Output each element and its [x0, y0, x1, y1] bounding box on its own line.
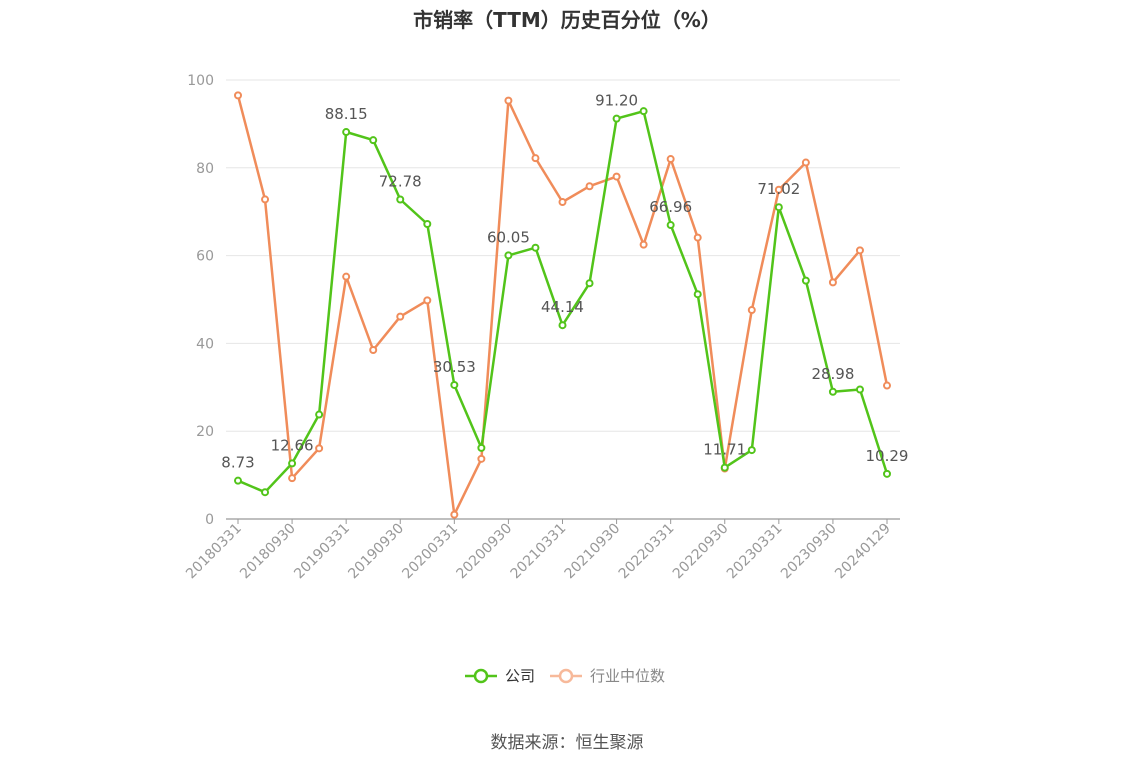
series-group — [234, 91, 891, 519]
data-point[interactable] — [288, 459, 297, 468]
y-tick-label: 100 — [187, 73, 214, 89]
data-point[interactable] — [342, 272, 351, 281]
y-tick-label: 80 — [196, 161, 214, 177]
data-point[interactable] — [855, 385, 864, 394]
data-point[interactable] — [585, 182, 594, 191]
data-point[interactable] — [612, 172, 621, 181]
data-point[interactable] — [504, 251, 513, 260]
data-point[interactable] — [612, 114, 621, 123]
series-industry-median — [234, 91, 891, 519]
data-point[interactable] — [369, 136, 378, 145]
data-point[interactable] — [288, 474, 297, 483]
y-axis-ticks: 0 20 40 60 80 100 — [187, 73, 214, 528]
data-point[interactable] — [396, 195, 405, 204]
data-labels: 8.73 12.66 88.15 72.78 30.53 60.05 44.14 91.20 6… — [221, 92, 908, 472]
data-point[interactable] — [693, 290, 702, 299]
data-label: 71.02 — [757, 180, 800, 198]
data-point[interactable] — [828, 387, 837, 396]
data-point[interactable] — [828, 278, 837, 287]
x-tick-label: 20210930 — [562, 521, 624, 583]
x-tick-label: 20240129 — [832, 521, 894, 583]
x-tick-label: 20210331 — [508, 521, 570, 583]
data-point[interactable] — [883, 469, 891, 478]
data-point[interactable] — [477, 454, 486, 463]
legend-marker — [558, 668, 574, 684]
data-point[interactable] — [504, 96, 513, 105]
legend-item-company[interactable]: 公司 — [465, 667, 535, 685]
series-company — [234, 107, 891, 497]
data-point[interactable] — [639, 240, 648, 249]
data-point[interactable] — [531, 243, 540, 252]
data-label: 44.14 — [541, 298, 584, 316]
data-point[interactable] — [720, 463, 729, 472]
y-tick-label: 0 — [205, 512, 214, 528]
data-point[interactable] — [558, 198, 567, 207]
data-label: 11.71 — [703, 441, 746, 459]
x-axis: 2018033120180930201903312019093020200331… — [183, 518, 900, 583]
data-point[interactable] — [558, 321, 567, 330]
data-point[interactable] — [234, 91, 242, 100]
x-tick-label: 20220331 — [616, 521, 678, 583]
data-label: 12.66 — [271, 436, 314, 454]
x-tick-label: 20230331 — [724, 521, 786, 583]
data-point[interactable] — [477, 443, 486, 452]
y-tick-label: 40 — [196, 336, 214, 352]
legend[interactable]: 公司 行业中位数 — [465, 667, 665, 685]
data-point[interactable] — [450, 510, 459, 519]
chart-title: 市销率（TTM）历史百分位（%） — [413, 8, 721, 32]
x-tick-label: 20200930 — [454, 521, 516, 583]
data-label: 30.53 — [433, 358, 476, 376]
data-point[interactable] — [531, 154, 540, 163]
y-tick-label: 20 — [196, 424, 214, 440]
data-label: 28.98 — [811, 365, 854, 383]
data-label: 88.15 — [325, 105, 368, 123]
data-point[interactable] — [747, 446, 756, 455]
data-label: 60.05 — [487, 228, 530, 246]
data-point[interactable] — [585, 279, 594, 288]
legend-label: 公司 — [505, 667, 535, 685]
data-point[interactable] — [883, 381, 891, 390]
data-point[interactable] — [423, 296, 432, 305]
data-point[interactable] — [234, 476, 242, 485]
data-point[interactable] — [342, 128, 351, 137]
x-tick-label: 20230930 — [778, 521, 840, 583]
data-point[interactable] — [639, 107, 648, 116]
data-point[interactable] — [693, 233, 702, 242]
data-point[interactable] — [315, 410, 324, 419]
data-point[interactable] — [774, 185, 783, 194]
x-tick-label: 20220930 — [670, 521, 732, 583]
data-point[interactable] — [261, 488, 270, 497]
legend-label: 行业中位数 — [590, 667, 665, 685]
x-tick-label: 20180930 — [237, 521, 299, 583]
data-source: 数据来源：恒生聚源 — [490, 733, 644, 753]
data-label: 66.96 — [649, 198, 692, 216]
legend-marker — [473, 668, 489, 684]
data-point[interactable] — [774, 203, 783, 212]
data-label: 10.29 — [866, 447, 909, 465]
data-point[interactable] — [666, 221, 675, 230]
legend-item-industry-median[interactable]: 行业中位数 — [550, 667, 665, 685]
data-point[interactable] — [801, 276, 810, 285]
data-point[interactable] — [396, 312, 405, 321]
data-point[interactable] — [666, 155, 675, 164]
data-point[interactable] — [450, 380, 459, 389]
x-tick-label: 20180331 — [183, 521, 245, 583]
x-tick-label: 20200331 — [399, 521, 461, 583]
data-point[interactable] — [423, 219, 432, 228]
grid-lines — [226, 79, 900, 432]
data-point[interactable] — [315, 444, 324, 453]
x-tick-label: 20190930 — [345, 521, 407, 583]
y-tick-label: 60 — [196, 249, 214, 265]
data-label: 8.73 — [221, 454, 254, 472]
x-tick-label: 20190331 — [291, 521, 353, 583]
data-label: 72.78 — [379, 172, 422, 190]
data-point[interactable] — [369, 345, 378, 354]
data-point[interactable] — [855, 246, 864, 255]
data-label: 91.20 — [595, 92, 638, 110]
data-point[interactable] — [261, 195, 270, 204]
data-point[interactable] — [747, 306, 756, 315]
data-point[interactable] — [801, 158, 810, 167]
